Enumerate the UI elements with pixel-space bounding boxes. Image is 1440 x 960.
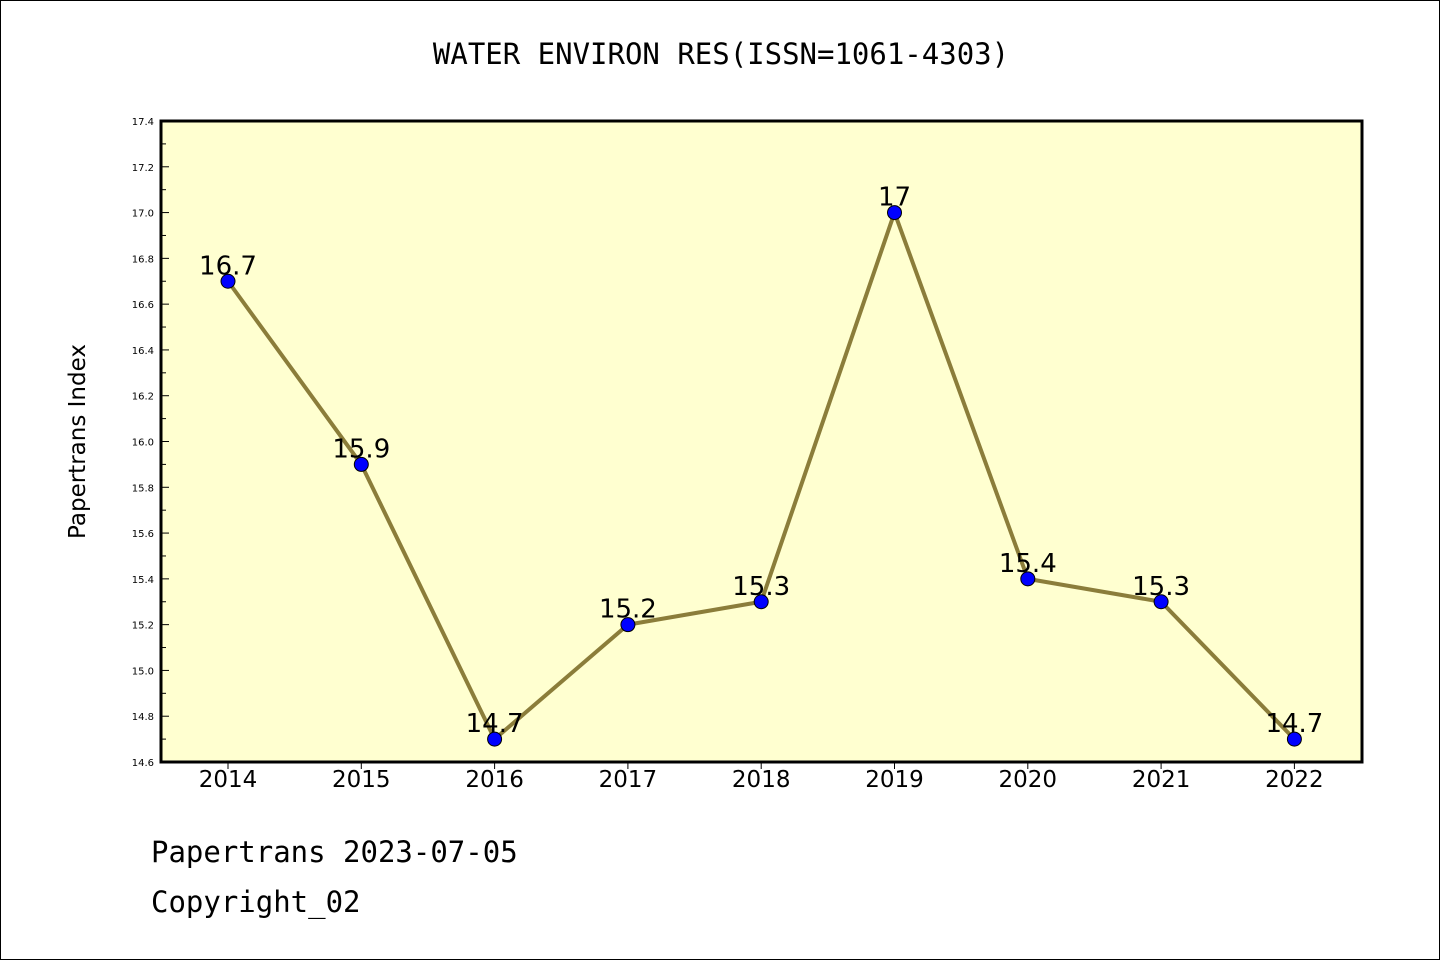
chart-page: WATER ENVIRON RES(ISSN=1061-4303) 14.6 14…: [0, 0, 1440, 960]
data-label: 14.7: [466, 709, 524, 739]
x-tick-label: 2021: [1132, 767, 1191, 793]
x-tick-label: 2017: [599, 767, 658, 793]
data-label: 15.4: [999, 549, 1057, 579]
y-axis-label: Papertrans Index: [65, 344, 91, 539]
x-tick-label: 2022: [1265, 767, 1324, 793]
data-label: 15.3: [1132, 572, 1190, 602]
data-label: 14.7: [1265, 709, 1323, 739]
x-tick-label: 2018: [732, 767, 791, 793]
y-tick-label: 17.2: [132, 163, 154, 174]
line-chart: 14.6 14.8 15.0 15.2 15.4 15.6 15.8 16.0 16.2 16.4…: [1, 1, 1440, 960]
x-tick-label: 2016: [465, 767, 524, 793]
data-label: 15.2: [599, 595, 657, 625]
x-tick-label: 2015: [332, 767, 391, 793]
y-tick-label: 14.8: [132, 712, 154, 723]
y-tick-label: 16.2: [132, 392, 154, 403]
y-tick-label: 14.6: [132, 758, 154, 769]
data-label: 16.7: [199, 251, 257, 281]
x-tick-label: 2019: [865, 767, 924, 793]
y-tick-label: 15.4: [132, 575, 154, 586]
y-tick-label: 16.4: [132, 346, 154, 357]
y-tick-label: 16.6: [132, 300, 154, 311]
y-tick-label: 15.0: [132, 666, 154, 677]
footer-copyright: Copyright_02: [151, 885, 361, 919]
y-tick-label: 16.0: [132, 438, 154, 449]
data-label: 15.9: [332, 434, 390, 464]
y-tick-label: 15.2: [132, 621, 154, 632]
y-tick-label: 17.0: [132, 209, 154, 220]
data-label: 15.3: [732, 572, 790, 602]
y-tick-label: 17.4: [132, 117, 154, 128]
data-label: 17: [878, 183, 911, 213]
y-tick-label: 16.8: [132, 254, 154, 265]
y-tick-label: 15.6: [132, 529, 154, 540]
footer-date: Papertrans 2023-07-05: [151, 835, 518, 869]
y-tick-label: 15.8: [132, 483, 154, 494]
x-tick-label: 2014: [199, 767, 258, 793]
x-tick-label: 2020: [999, 767, 1058, 793]
